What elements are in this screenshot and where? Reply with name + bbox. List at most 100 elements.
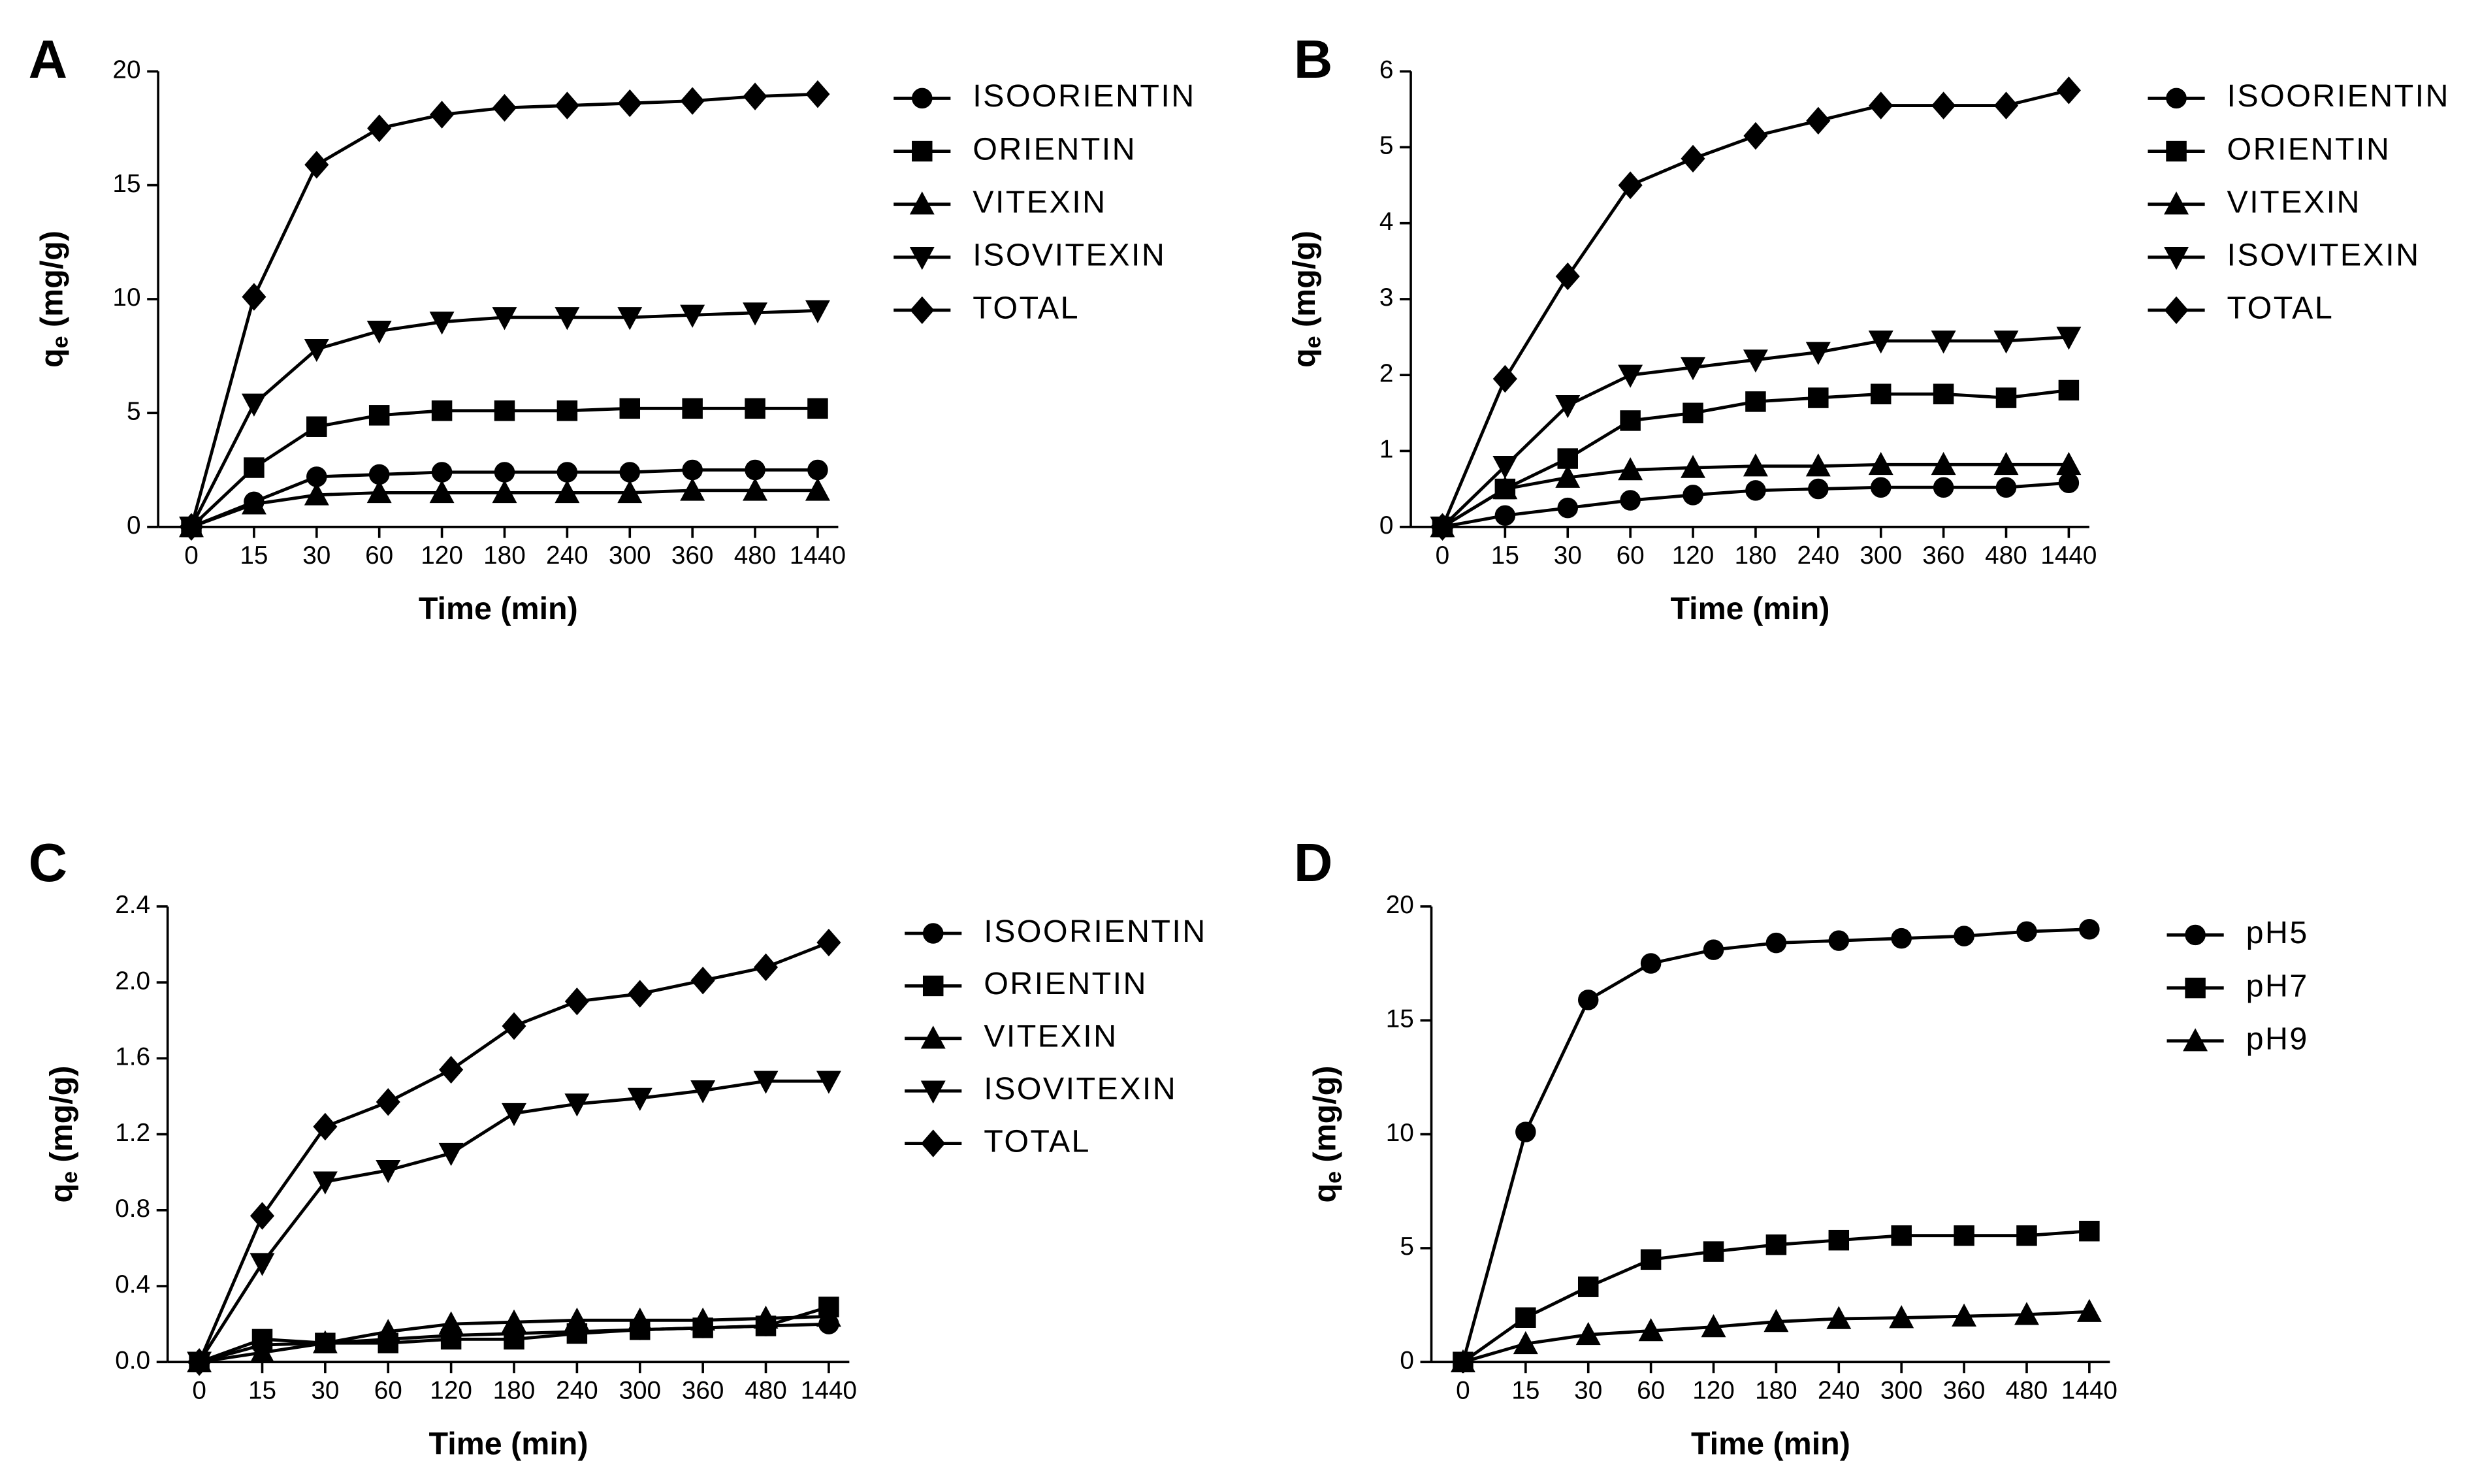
data-point: [2056, 76, 2081, 105]
x-tick-label: 0: [1456, 1376, 1470, 1404]
legend-label: TOTAL: [973, 291, 1080, 326]
data-point: [244, 457, 265, 478]
data-point: [617, 89, 642, 118]
x-tick-label: 480: [1985, 541, 2027, 570]
data-point: [1765, 1234, 1787, 1255]
data-point: [502, 1012, 526, 1040]
x-tick-label: 0: [192, 1376, 206, 1404]
data-point: [1808, 387, 1829, 408]
data-point: [1703, 939, 1724, 960]
data-point: [250, 1202, 275, 1230]
data-point: [753, 953, 779, 982]
x-tick-label: 30: [1574, 1376, 1602, 1404]
data-point: [1743, 453, 1768, 477]
data-point: [805, 477, 830, 501]
data-point: [1494, 505, 1516, 526]
y-tick-label: 1: [1379, 436, 1394, 464]
x-tick-label: 120: [1692, 1376, 1735, 1404]
data-point: [1618, 364, 1643, 388]
legend-label: ORIENTIN: [2227, 131, 2391, 167]
x-axis-title: Time (min): [1670, 591, 1829, 626]
data-point: [1826, 1306, 1852, 1329]
data-point: [555, 91, 579, 120]
data-point: [1743, 121, 1768, 150]
x-tick-label: 60: [1617, 541, 1645, 570]
y-title-rest: (mg/g): [44, 1066, 79, 1171]
data-point: [439, 1056, 464, 1084]
data-point: [1683, 485, 1703, 506]
data-point: [619, 398, 641, 419]
data-point: [2058, 379, 2080, 401]
data-point: [2076, 1298, 2102, 1322]
y-title-sub: e: [57, 1171, 82, 1184]
data-point: [1954, 1225, 1974, 1246]
y-tick-label: 0.4: [115, 1270, 150, 1298]
data-point: [745, 398, 765, 419]
data-point: [1515, 1307, 1536, 1328]
data-point: [2016, 921, 2037, 942]
x-tick-label: 240: [1818, 1376, 1860, 1404]
data-point: [306, 416, 327, 437]
panel-label: B: [1294, 29, 1332, 89]
x-tick-label: 300: [619, 1376, 661, 1404]
data-point: [1492, 455, 1518, 479]
x-tick-label: 300: [609, 541, 651, 570]
data-point: [1952, 1303, 1977, 1327]
y-title-main: q: [44, 1184, 79, 1203]
legend-label: VITEXIN: [984, 1019, 1118, 1054]
data-point: [241, 393, 266, 417]
data-point: [1828, 1229, 1850, 1251]
data-point: [2014, 1302, 2039, 1325]
data-point: [1620, 410, 1641, 431]
x-tick-label: 120: [421, 541, 463, 570]
data-point: [494, 400, 515, 421]
y-title-main: q: [34, 348, 69, 368]
data-point: [1745, 391, 1766, 412]
y-axis-title: qe (mg/g): [44, 1066, 82, 1203]
legend-label: ISOVITEXIN: [2227, 238, 2421, 273]
legend-label: ISOVITEXIN: [984, 1071, 1177, 1106]
data-point: [1993, 331, 2019, 354]
legend-marker: [922, 975, 944, 997]
data-point: [2056, 327, 2082, 350]
y-tick-label: 0: [1400, 1346, 1414, 1374]
data-point: [312, 1330, 338, 1353]
x-tick-label: 480: [2006, 1376, 2048, 1404]
data-point: [1765, 932, 1787, 954]
y-axis-title: qe (mg/g): [1307, 1066, 1345, 1203]
data-point: [1995, 387, 2017, 408]
data-point: [502, 1103, 526, 1127]
data-point: [304, 338, 329, 363]
data-point: [429, 312, 455, 335]
data-point: [250, 1340, 275, 1363]
legend-label: ISOVITEXIN: [973, 238, 1166, 273]
legend-label: pH9: [2246, 1021, 2309, 1056]
data-point: [753, 1071, 779, 1094]
data-point: [807, 398, 828, 419]
data-point: [628, 980, 652, 1008]
data-point: [366, 479, 392, 504]
data-point: [1638, 1317, 1664, 1342]
data-point: [1620, 490, 1641, 511]
data-point: [494, 462, 515, 483]
y-tick-label: 5: [127, 398, 141, 426]
y-tick-label: 20: [1386, 891, 1414, 919]
x-tick-label: 30: [302, 541, 330, 570]
y-tick-label: 15: [112, 170, 140, 198]
data-point: [431, 462, 453, 483]
legend-label: ISOORIENTIN: [973, 78, 1195, 114]
y-tick-label: 10: [1386, 1119, 1414, 1147]
data-point: [1891, 928, 1912, 949]
legend-label: pH5: [2246, 915, 2309, 950]
data-point: [241, 491, 266, 515]
y-title-rest: (mg/g): [1287, 231, 1322, 336]
x-tick-label: 180: [493, 1376, 536, 1404]
data-point: [1870, 383, 1892, 404]
legend-marker: [920, 1025, 946, 1049]
legend-label: TOTAL: [984, 1123, 1091, 1159]
panel-label: D: [1294, 833, 1332, 893]
data-point: [627, 1307, 652, 1331]
data-point: [1743, 349, 1768, 373]
data-point: [504, 1329, 524, 1350]
